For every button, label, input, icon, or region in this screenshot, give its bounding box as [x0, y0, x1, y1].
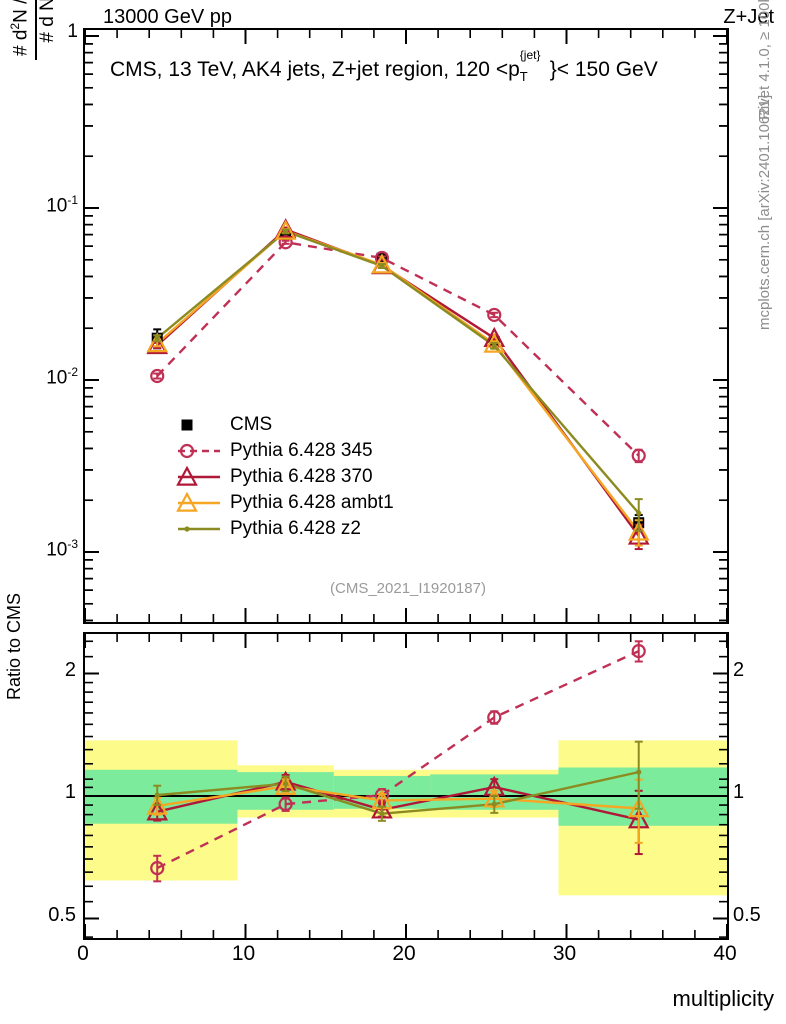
marker-4-0 — [154, 335, 160, 341]
marker-3-2 — [371, 253, 393, 274]
errorbar-1-3 — [490, 311, 499, 319]
main-y-tick-2: 10-2 — [46, 365, 78, 389]
ratio-marker-2-0 — [146, 794, 169, 815]
legend-key-1 — [176, 440, 222, 462]
title-suffix: }< 150 GeV — [549, 58, 658, 81]
legend-marker-4 — [184, 526, 190, 532]
main-plot-canvas — [85, 30, 727, 622]
ratio-y-tick-right-2: 0.5 — [733, 903, 761, 926]
x-tick-0: 0 — [77, 942, 89, 965]
legend-item-0[interactable]: CMS — [176, 412, 394, 438]
marker-4-1 — [283, 228, 289, 235]
errorbar-1-1 — [281, 239, 290, 245]
ratio-marker-0-1 — [278, 797, 293, 812]
marker-4-4 — [636, 510, 642, 516]
legend-item-2[interactable]: Pythia 6.428 370 — [176, 464, 394, 490]
axis-ticks — [85, 30, 727, 622]
legend-label-1: Pythia 6.428 345 — [230, 440, 373, 461]
marker-3-3 — [483, 332, 506, 353]
title-prefix: CMS, 13 TeV, AK4 jets, Z+jet region, 120… — [110, 58, 520, 81]
x-axis-title: multiplicity — [672, 986, 774, 1011]
marker-3-1 — [274, 219, 297, 240]
legend: CMS Pythia 6.428 345 Pythia 6.428 370 Pythi… — [176, 412, 394, 542]
legend-item-1[interactable]: Pythia 6.428 345 — [176, 438, 394, 464]
legend-key-2 — [176, 466, 222, 488]
marker-1-3 — [487, 307, 502, 323]
x-tick-1: 10 — [231, 942, 256, 965]
ratio-y-tick-left-1: 1 — [64, 781, 76, 803]
ratio-marker-3-3 — [491, 801, 497, 807]
ratio-errorbar-3-4 — [634, 740, 643, 810]
ratio-marker-3-1 — [283, 781, 289, 787]
analysis-id-watermark: (CMS_2021_I1920187) — [330, 580, 486, 597]
ylabel-num-post: N / d p — [10, 0, 31, 23]
ratio-errorbar-0-0 — [153, 854, 162, 883]
header-process-label: Z+Jet — [723, 6, 774, 28]
ratio-y-tick-right-1: 1 — [733, 781, 745, 803]
ratio-marker-1-0 — [146, 800, 169, 821]
axis-ticks — [85, 634, 727, 938]
ratio-marker-2-4 — [627, 797, 650, 818]
marker-4-3 — [491, 343, 497, 349]
x-tick-3: 30 — [552, 942, 577, 965]
legend-marker-2 — [176, 466, 198, 486]
ratio-plot-canvas — [85, 634, 727, 938]
legend-label-4: Pythia 6.428 z2 — [230, 518, 361, 539]
main-y-tick-1: 10-1 — [46, 193, 78, 217]
x-tick-4: 40 — [713, 942, 737, 965]
legend-item-4[interactable]: Pythia 6.428 z2 — [176, 516, 394, 542]
legend-label-0: CMS — [230, 414, 273, 435]
ratio-marker-2-1 — [274, 774, 297, 795]
errorbar-1-0 — [153, 372, 162, 380]
legend-marker-1 — [179, 443, 195, 459]
legend-key-4 — [176, 518, 222, 540]
ratio-y-tick-left-0: 2 — [64, 658, 76, 681]
ratio-marker-3-2 — [379, 811, 385, 817]
legend-key-3 — [176, 492, 222, 514]
ratio-marker-0-4 — [631, 644, 646, 659]
main-y-tick-0: 1 — [67, 21, 78, 42]
legend-label-3: Pythia 6.428 ambt1 — [230, 492, 394, 513]
ratio-marker-0-0 — [150, 861, 165, 876]
legend-label-2: Pythia 6.428 370 — [230, 466, 373, 487]
ratio-y-axis-label-text: Ratio to CMS — [4, 592, 24, 700]
x-tick-2: 20 — [392, 942, 416, 965]
legend-key-0 — [176, 414, 222, 436]
ratio-y-tick-right-0: 2 — [733, 658, 745, 681]
main-plot-panel — [83, 28, 729, 624]
ratio-y-tick-left-2: 0.5 — [48, 903, 76, 926]
title-sub: T — [519, 69, 528, 85]
legend-item-3[interactable]: Pythia 6.428 ambt1 — [176, 490, 394, 516]
title-sup: {jet} — [519, 48, 541, 62]
main-plot-title: CMS, 13 TeV, AK4 jets, Z+jet region, 120… — [110, 48, 658, 85]
ratio-marker-3-4 — [636, 769, 642, 775]
ratio-marker-0-3 — [487, 710, 502, 725]
main-y-axis-label: # d2N / d pT dλ # d N / d pT — [0, 0, 58, 340]
ratio-plot-panel — [83, 632, 729, 940]
marker-1-0 — [150, 368, 165, 384]
legend-marker-0 — [181, 419, 193, 431]
mcplots-reference-caption-text: mcplots.cern.ch [arXiv:2401.10621] — [756, 94, 773, 330]
ratio-marker-3-0 — [154, 792, 160, 798]
mcplots-reference-caption: mcplots.cern.ch [arXiv:2401.10621] — [756, 95, 786, 347]
marker-4-2 — [379, 263, 385, 269]
marker-1-4 — [631, 448, 646, 463]
marker-3-0 — [146, 332, 169, 353]
main-y-tick-3: 10-3 — [46, 537, 78, 561]
legend-marker-3 — [176, 492, 198, 512]
marker-3-4 — [627, 520, 650, 541]
header-beam-label: 13000 GeV pp — [103, 6, 232, 28]
